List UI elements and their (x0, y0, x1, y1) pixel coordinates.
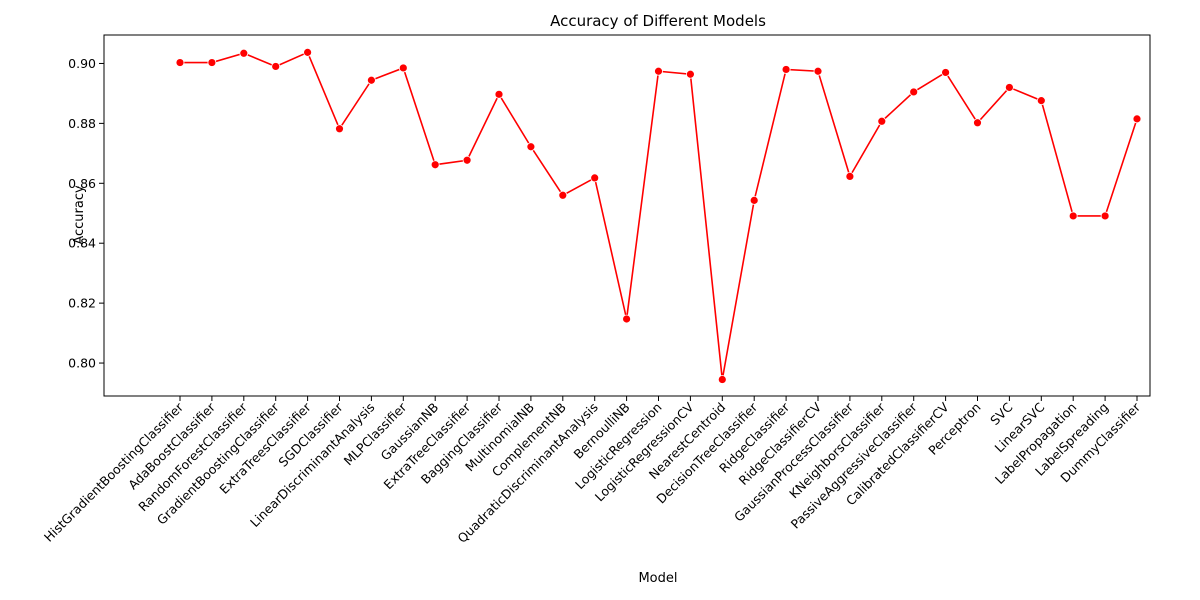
data-point (1068, 211, 1078, 221)
data-point (1005, 83, 1014, 92)
chart-title: Accuracy of Different Models (550, 12, 766, 30)
x-axis-label: Model (638, 571, 677, 586)
data-point (717, 375, 727, 384)
data-point (813, 66, 823, 76)
data-point (558, 190, 568, 200)
y-tick-label: 0.82 (68, 296, 96, 311)
data-point (1100, 211, 1110, 221)
data-point (1036, 96, 1046, 106)
data-point (271, 62, 281, 71)
data-point (622, 314, 631, 324)
data-point (462, 155, 472, 165)
data-point (207, 58, 217, 67)
data-point (686, 69, 695, 79)
y-tick-label: 0.80 (68, 356, 96, 371)
data-point (526, 142, 536, 152)
data-point (366, 75, 376, 85)
data-point (973, 118, 982, 128)
data-point (335, 124, 344, 134)
accuracy-series (175, 47, 1142, 384)
y-tick-label: 0.84 (68, 236, 96, 251)
y-tick-label: 0.86 (68, 176, 96, 191)
data-point (1132, 114, 1142, 124)
data-point (845, 172, 855, 181)
y-axis-label: Accuracy (72, 185, 87, 245)
y-tick-label: 0.90 (68, 56, 96, 71)
data-point (941, 68, 950, 77)
data-point (303, 47, 313, 57)
series-line (180, 51, 1138, 380)
x-axis: HistGradientBoostingClassifierAdaBoostCl… (41, 396, 1144, 546)
data-point (877, 116, 887, 126)
data-point (494, 89, 504, 99)
data-point (654, 66, 663, 76)
data-point (749, 195, 759, 205)
data-point (590, 173, 600, 183)
data-point (398, 63, 408, 73)
y-axis: 0.80 0.82 0.84 0.86 0.88 0.90 (68, 56, 104, 371)
data-point (239, 48, 249, 58)
data-point (909, 87, 919, 97)
data-point (781, 65, 791, 74)
data-point (430, 160, 440, 170)
y-tick-label: 0.88 (68, 116, 96, 131)
data-point (175, 58, 185, 67)
plot-frame (103, 34, 1151, 397)
